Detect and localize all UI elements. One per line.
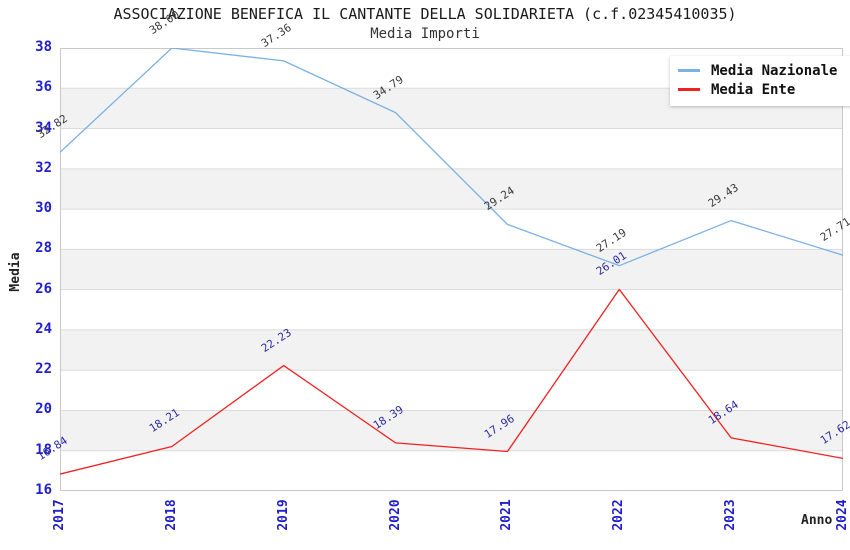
legend-label-media-nazionale: Media Nazionale (711, 62, 838, 79)
legend-line-marker-red-icon (678, 88, 700, 91)
legend-item-media-nazionale: Media Nazionale (678, 61, 850, 80)
plot-area (60, 48, 843, 491)
y-tick-label: 38 (35, 39, 52, 55)
chart-title: ASSOCIAZIONE BENEFICA IL CANTANTE DELLA … (113, 5, 737, 23)
y-tick-label: 36 (35, 79, 52, 96)
y-tick-label: 28 (35, 240, 52, 257)
y-tick-label: 20 (35, 401, 52, 418)
chart-subtitle: Media Importi (370, 26, 480, 42)
y-tick-label: 22 (35, 361, 52, 378)
x-tick-label: 2024 (835, 499, 850, 531)
y-tick-label: 34 (35, 119, 52, 136)
x-tick-label: 2019 (275, 499, 291, 531)
y-tick-label: 16 (35, 482, 52, 498)
x-tick-label: 2020 (387, 499, 403, 531)
legend-label-media-ente: Media Ente (711, 81, 796, 98)
series-line-0 (60, 48, 843, 267)
x-tick-label: 2017 (52, 499, 67, 531)
legend: Media Nazionale Media Ente (670, 56, 850, 106)
series-line-1 (60, 288, 843, 475)
x-tick-label: 2018 (163, 499, 179, 531)
y-tick-label: 32 (35, 159, 52, 176)
x-tick-label: 2022 (611, 499, 627, 531)
y-tick-label: 24 (35, 320, 52, 337)
y-tick-label: 18 (35, 441, 52, 458)
legend-item-media-ente: Media Ente (678, 80, 850, 99)
legend-line-marker-blue-icon (678, 69, 700, 72)
x-tick-label: 2023 (723, 499, 739, 531)
x-tick-label: 2021 (499, 499, 515, 531)
x-axis-title: Anno (801, 513, 833, 528)
y-tick-label: 26 (35, 280, 52, 297)
y-tick-label: 30 (35, 200, 52, 217)
